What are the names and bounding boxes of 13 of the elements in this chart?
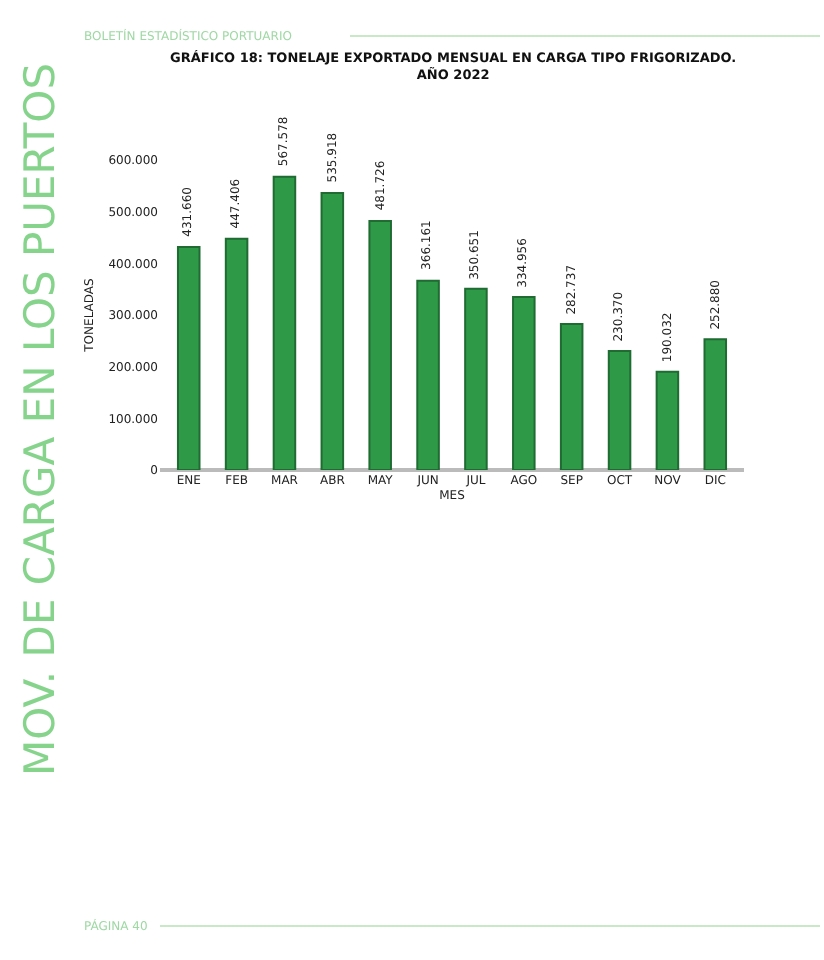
bar: [320, 192, 345, 470]
bar: [464, 287, 488, 470]
bar: [655, 370, 680, 470]
bar: [416, 279, 440, 470]
bar: [559, 322, 584, 470]
bar: [224, 237, 249, 470]
bar: [176, 245, 201, 470]
bar: [512, 295, 536, 470]
bar: [368, 220, 392, 470]
text: MOV. DE CARGA EN LOS PUERTOS: [16, 62, 64, 776]
bar: [703, 338, 728, 470]
bar: [272, 175, 297, 470]
bar: [607, 349, 632, 470]
